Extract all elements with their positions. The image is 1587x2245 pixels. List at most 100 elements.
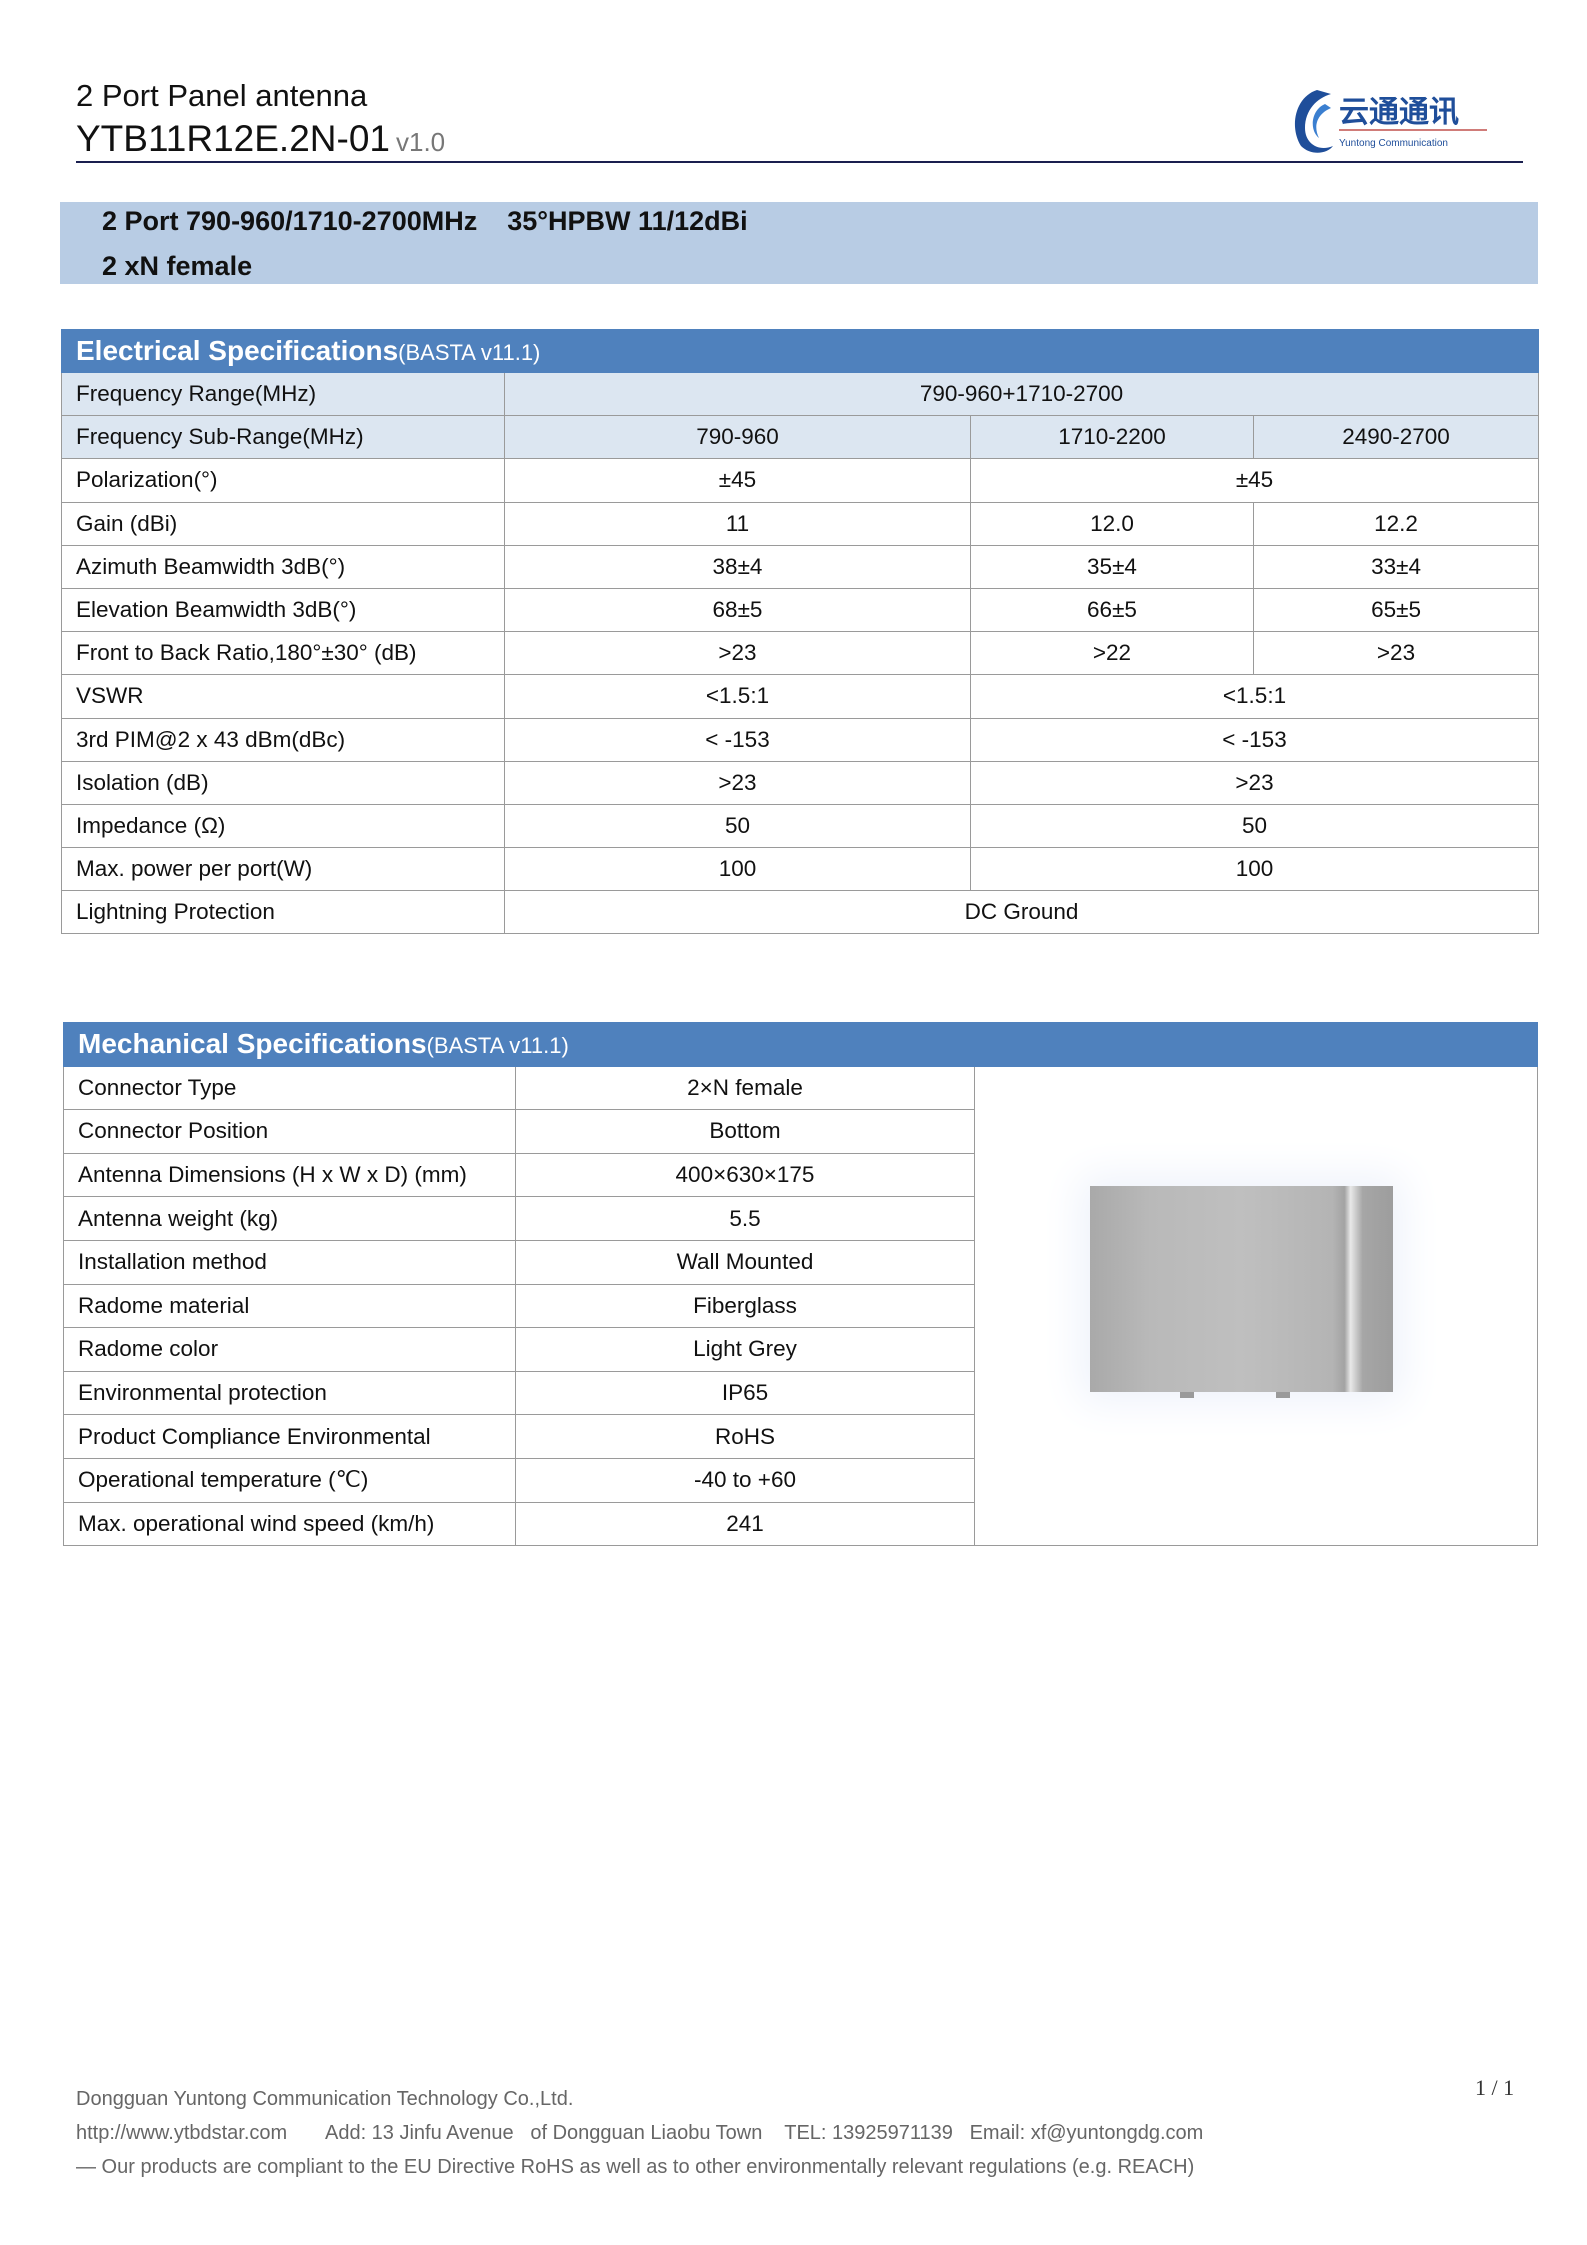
- table-row: Frequency Range(MHz) 790-960+1710-2700: [61, 371, 1540, 417]
- cell: < -153: [504, 717, 971, 762]
- electrical-specifications-table: Electrical Specifications(BASTA v11.1) F…: [60, 329, 1540, 935]
- row-label: Installation method: [63, 1239, 516, 1285]
- mechanical-header: Mechanical Specifications(BASTA v11.1): [63, 1022, 1538, 1067]
- cell: 33±4: [1252, 544, 1540, 589]
- cell: 66±5: [970, 587, 1254, 633]
- table-row: Isolation (dB) >23 >23: [61, 760, 1540, 805]
- row-label: Lightning Protection: [61, 890, 505, 935]
- cell: 790-960+1710-2700: [503, 371, 1540, 417]
- table-row: Max. operational wind speed (km/h) 241: [63, 1501, 1538, 1547]
- table-row: Antenna Dimensions (H x W x D) (mm) 400×6…: [63, 1152, 1538, 1198]
- table-row: Radome color Light Grey: [63, 1327, 1538, 1372]
- cell: 35±4: [970, 544, 1254, 589]
- header-divider: [76, 161, 1523, 163]
- table-row: VSWR <1.5:1 <1.5:1: [61, 674, 1540, 719]
- row-label: Connector Type: [63, 1065, 516, 1111]
- row-label: Front to Back Ratio,180°±30° (dB): [61, 631, 505, 676]
- cell: 50: [969, 803, 1540, 849]
- row-label: Impedance (Ω): [61, 803, 505, 849]
- cell: Fiberglass: [515, 1283, 975, 1329]
- cell: 50: [504, 803, 971, 849]
- row-label: Radome color: [63, 1327, 516, 1372]
- cell: 11: [504, 501, 971, 546]
- cell: <1.5:1: [969, 674, 1540, 719]
- connector-1: [1180, 1392, 1194, 1398]
- cell: 1710-2200: [970, 415, 1254, 460]
- footer-compliance: — Our products are compliant to the EU D…: [76, 2156, 1195, 2178]
- table-row: Connector Type 2×N female: [63, 1065, 1538, 1547]
- model-title: YTB11R12E.2N-01 v1.0: [76, 118, 445, 160]
- cell: 100: [504, 847, 971, 892]
- cell: >23: [1252, 631, 1540, 676]
- cell: Wall Mounted: [515, 1239, 975, 1285]
- electrical-subtitle: (BASTA v11.1): [398, 340, 541, 365]
- row-label: Max. power per port(W): [61, 847, 505, 892]
- row-label: Antenna Dimensions (H x W x D) (mm): [63, 1152, 516, 1198]
- mechanical-title: Mechanical Specifications: [78, 1028, 427, 1060]
- row-label: Frequency Sub-Range(MHz): [61, 415, 505, 460]
- table-row: Lightning Protection DC Ground: [61, 890, 1540, 935]
- cell: 5.5: [515, 1196, 975, 1241]
- row-label: Azimuth Beamwidth 3dB(°): [61, 544, 505, 589]
- row-label: Radome material: [63, 1283, 516, 1329]
- cell: Light Grey: [515, 1327, 975, 1372]
- row-label: Antenna weight (kg): [63, 1196, 516, 1241]
- row-label: Environmental protection: [63, 1370, 516, 1416]
- row-label: Isolation (dB): [61, 760, 505, 805]
- antenna-product-image: [1090, 1186, 1393, 1398]
- cell: 100: [969, 847, 1540, 892]
- table-row: Impedance (Ω) 50 50: [61, 803, 1540, 849]
- table-row: Azimuth Beamwidth 3dB(°) 38±4 35±4 33±4: [61, 544, 1540, 589]
- cell: -40 to +60: [515, 1457, 975, 1503]
- footer-company: Dongguan Yuntong Communication Technolog…: [76, 2088, 574, 2110]
- cell: >23: [504, 631, 971, 676]
- cell: < -153: [969, 717, 1540, 762]
- cell: ±45: [969, 458, 1540, 503]
- row-label: Elevation Beamwidth 3dB(°): [61, 587, 505, 633]
- cell: <1.5:1: [504, 674, 971, 719]
- table-row: Elevation Beamwidth 3dB(°) 68±5 66±5 65±5: [61, 587, 1540, 633]
- row-label: Operational temperature (℃): [63, 1457, 516, 1503]
- svg-text:Yuntong Communication: Yuntong Communication: [1339, 138, 1448, 149]
- cell: ±45: [504, 458, 971, 503]
- table-row: Polarization(°) ±45 ±45: [61, 458, 1540, 503]
- cell: 12.2: [1252, 501, 1540, 546]
- cell: 2×N female: [515, 1065, 975, 1111]
- cell: 790-960: [504, 415, 971, 460]
- electrical-title: Electrical Specifications: [76, 335, 399, 366]
- model-number: YTB11R12E.2N-01: [76, 118, 390, 159]
- table-row: Installation method Wall Mounted: [63, 1239, 1538, 1285]
- cell: >23: [504, 760, 971, 805]
- electrical-header: Electrical Specifications(BASTA v11.1): [60, 329, 1540, 373]
- cell: 38±4: [504, 544, 971, 589]
- row-label: Max. operational wind speed (km/h): [63, 1501, 516, 1547]
- table-row: 3rd PIM@2 x 43 dBm(dBc) < -153 < -153: [61, 717, 1540, 762]
- row-label: 3rd PIM@2 x 43 dBm(dBc): [61, 717, 505, 762]
- table-row: Operational temperature (℃) -40 to +60: [63, 1457, 1538, 1503]
- cell: 400×630×175: [515, 1152, 975, 1198]
- cell: >23: [969, 760, 1540, 805]
- summary-line-1: 2 Port 790-960/1710-2700MHz 35°HPBW 11/1…: [102, 206, 748, 236]
- page-number: 1 / 1: [1475, 2075, 1515, 2100]
- table-row: Gain (dBi) 11 12.0 12.2: [61, 501, 1540, 546]
- table-row: Max. power per port(W) 100 100: [61, 847, 1540, 892]
- footer-contact: http://www.ytbdstar.com Add: 13 Jinfu Av…: [76, 2122, 1204, 2144]
- row-label: Connector Position: [63, 1109, 516, 1154]
- table-row: Connector Position Bottom: [63, 1109, 1538, 1154]
- cell: DC Ground: [503, 890, 1540, 935]
- summary-band: 2 Port 790-960/1710-2700MHz 35°HPBW 11/1…: [60, 202, 1538, 284]
- connector-2: [1276, 1392, 1290, 1398]
- row-label: Frequency Range(MHz): [61, 371, 505, 417]
- cell: >22: [970, 631, 1254, 676]
- cell: 2490-2700: [1252, 415, 1540, 460]
- summary-line-2: 2 xN female: [102, 251, 253, 281]
- mechanical-subtitle: (BASTA v11.1): [426, 1033, 569, 1059]
- row-label: Product Compliance Environmental: [63, 1414, 516, 1459]
- product-type: 2 Port Panel antenna: [76, 78, 368, 113]
- company-logo: 云通通讯 Yuntong Communication: [1294, 90, 1487, 153]
- row-label: Polarization(°): [61, 458, 505, 503]
- row-label: VSWR: [61, 674, 505, 719]
- row-label: Gain (dBi): [61, 501, 505, 546]
- table-row: Product Compliance Environmental RoHS: [63, 1414, 1538, 1459]
- table-row: Front to Back Ratio,180°±30° (dB) >23 >22 >…: [61, 631, 1540, 676]
